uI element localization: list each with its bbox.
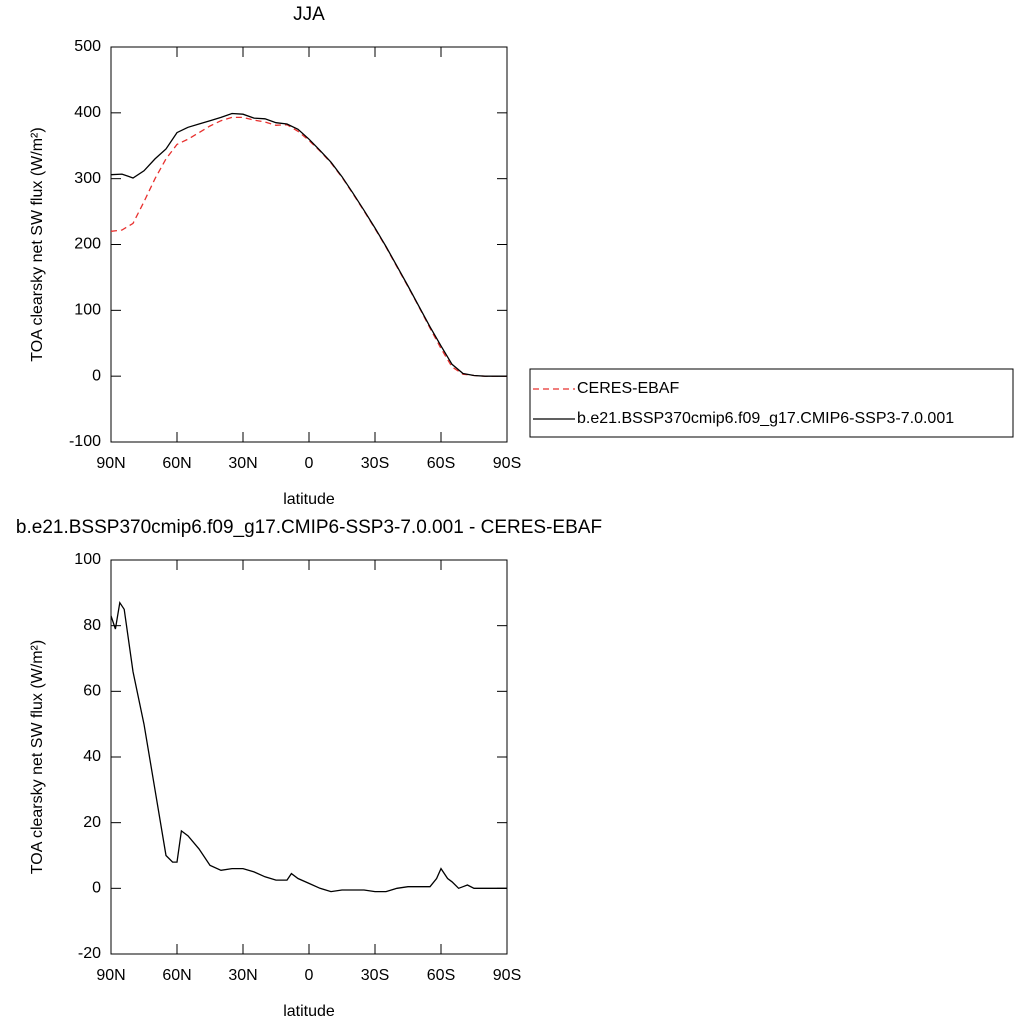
x-tick-label: 60N xyxy=(162,967,191,984)
legend-box xyxy=(529,368,1014,438)
x-tick-label: 90N xyxy=(96,967,125,984)
data-line xyxy=(110,116,507,377)
x-axis-label: latitude xyxy=(283,1003,335,1020)
y-tick-label: 300 xyxy=(74,170,101,187)
x-tick-label: 30N xyxy=(228,455,257,472)
y-tick-label: 0 xyxy=(92,880,101,897)
x-tick-label: 60S xyxy=(427,967,455,984)
x-tick-label: 60S xyxy=(427,455,455,472)
x-tick-label: 90S xyxy=(493,455,521,472)
data-line xyxy=(110,600,507,893)
y-axis-label: TOA clearsky net SW flux (W/m²) xyxy=(29,640,46,874)
x-tick-label: 30N xyxy=(228,967,257,984)
x-tick-label: 90S xyxy=(493,967,521,984)
legend-label: b.e21.BSSP370cmip6.f09_g17.CMIP6-SSP3-7.… xyxy=(577,410,954,427)
y-tick-label: 0 xyxy=(92,367,101,384)
y-tick-label: 60 xyxy=(83,683,101,700)
y-tick-label: 80 xyxy=(83,617,101,634)
chart-title: b.e21.BSSP370cmip6.f09_g17.CMIP6-SSP3-7.… xyxy=(16,517,602,538)
y-tick-label: 20 xyxy=(83,814,101,831)
chart-title: JJA xyxy=(293,4,325,25)
x-axis-label: latitude xyxy=(283,491,335,508)
y-tick-label: -20 xyxy=(78,945,101,962)
x-tick-label: 0 xyxy=(305,967,314,984)
y-tick-label: 40 xyxy=(83,748,101,765)
y-tick-label: 500 xyxy=(74,38,101,55)
x-tick-label: 30S xyxy=(361,455,389,472)
x-tick-label: 90N xyxy=(96,455,125,472)
data-line xyxy=(110,112,507,377)
y-tick-label: 100 xyxy=(74,551,101,568)
y-tick-label: 400 xyxy=(74,104,101,121)
y-axis-label: TOA clearsky net SW flux (W/m²) xyxy=(29,127,46,361)
legend-label: CERES-EBAF xyxy=(577,380,679,397)
x-tick-label: 60N xyxy=(162,455,191,472)
y-tick-label: 200 xyxy=(74,236,101,253)
x-tick-label: 30S xyxy=(361,967,389,984)
y-tick-label: -100 xyxy=(69,433,101,450)
y-tick-label: 100 xyxy=(74,302,101,319)
plot-frame xyxy=(110,46,508,443)
x-tick-label: 0 xyxy=(305,455,314,472)
plot-frame xyxy=(110,559,508,955)
